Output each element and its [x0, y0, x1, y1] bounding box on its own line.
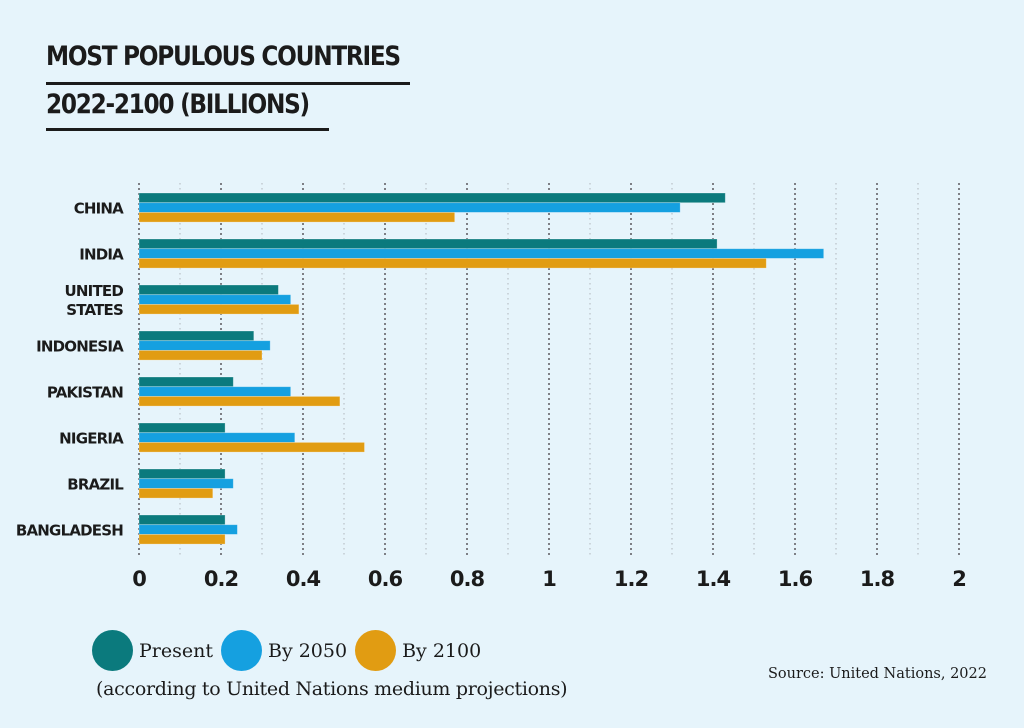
legend-label-present: Present — [139, 639, 213, 662]
bar-united-states-by-2100 — [138, 303, 300, 315]
bar-united-states-by-2050 — [138, 294, 292, 305]
bar-nigeria-by-2100 — [138, 441, 365, 453]
bar-pakistan-by-2050 — [138, 386, 292, 397]
bar-china-by-2100 — [138, 211, 456, 223]
legend-item-by-2100: By 2100 — [355, 630, 481, 671]
bar-china-present — [138, 192, 726, 204]
bar-united-states-present — [138, 284, 279, 296]
legend-swatch-by-2100 — [355, 630, 397, 671]
category-label: INDIA — [79, 246, 124, 264]
bar-brazil-by-2100 — [138, 487, 214, 499]
legend-label-by-2050: By 2050 — [267, 639, 348, 662]
legend-item-by-2050: By 2050 — [220, 630, 348, 671]
bar-bangladesh-by-2100 — [138, 534, 226, 545]
bar-indonesia-present — [138, 330, 255, 342]
bar-nigeria-present — [138, 422, 226, 434]
gridlines — [138, 183, 960, 557]
legend-item-present: Present — [92, 630, 213, 671]
category-label: UNITED — [65, 282, 124, 300]
bar-indonesia-by-2050 — [138, 340, 271, 351]
x-tick-label: 0.2 — [204, 567, 238, 591]
x-tick-label: 0.8 — [450, 567, 485, 591]
title-underline-1 — [46, 82, 410, 85]
legend: Present By 2050 By 2100 — [92, 630, 489, 671]
bar-brazil-by-2050 — [138, 478, 234, 489]
x-tick-label: 1 — [542, 567, 556, 591]
legend-swatch-by-2050 — [220, 630, 262, 671]
category-label: PAKISTAN — [47, 384, 123, 402]
chart-title-line-2: 2022-2100 (BILLIONS) — [46, 89, 310, 120]
projection-note: (according to United Nations medium proj… — [96, 678, 568, 700]
x-tick-label: 1.6 — [778, 567, 813, 591]
legend-label-by-2100: By 2100 — [402, 639, 482, 662]
bars — [138, 192, 825, 545]
title-underline-2 — [46, 128, 329, 131]
bar-india-present — [138, 238, 718, 250]
chart-title-line-1: MOST POPULOUS COUNTRIES — [46, 41, 401, 72]
bar-brazil-present — [138, 468, 226, 480]
category-label: CHINA — [74, 200, 124, 218]
bar-pakistan-by-2100 — [138, 395, 341, 407]
category-label: BRAZIL — [67, 476, 124, 494]
bar-bangladesh-present — [138, 514, 226, 526]
x-tick-label: 1.8 — [860, 567, 895, 591]
bar-china-by-2050 — [138, 202, 681, 213]
bar-india-by-2050 — [138, 248, 825, 259]
x-tick-label: 0.4 — [286, 567, 321, 591]
x-tick-label: 0.6 — [368, 567, 403, 591]
bar-bangladesh-by-2050 — [138, 524, 238, 535]
x-tick-labels: 0 0.2 0.4 0.6 0.8 1 1.2 1.4 1.6 1.8 2 — [132, 567, 967, 591]
bar-nigeria-by-2050 — [138, 432, 296, 443]
category-label: INDONESIA — [36, 338, 124, 356]
source-credit: Source: United Nations, 2022 — [767, 666, 987, 682]
category-label: NIGERIA — [59, 430, 124, 448]
x-tick-label: 0 — [132, 567, 146, 591]
x-tick-label: 1.2 — [614, 567, 648, 591]
category-label: STATES — [66, 301, 123, 319]
legend-swatch-present — [92, 630, 133, 671]
x-tick-label: 2 — [952, 567, 966, 591]
x-tick-label: 1.4 — [696, 567, 731, 591]
category-label: BANGLADESH — [16, 522, 123, 540]
bar-indonesia-by-2100 — [138, 349, 263, 361]
bar-india-by-2100 — [138, 257, 767, 269]
bar-pakistan-present — [138, 376, 234, 388]
